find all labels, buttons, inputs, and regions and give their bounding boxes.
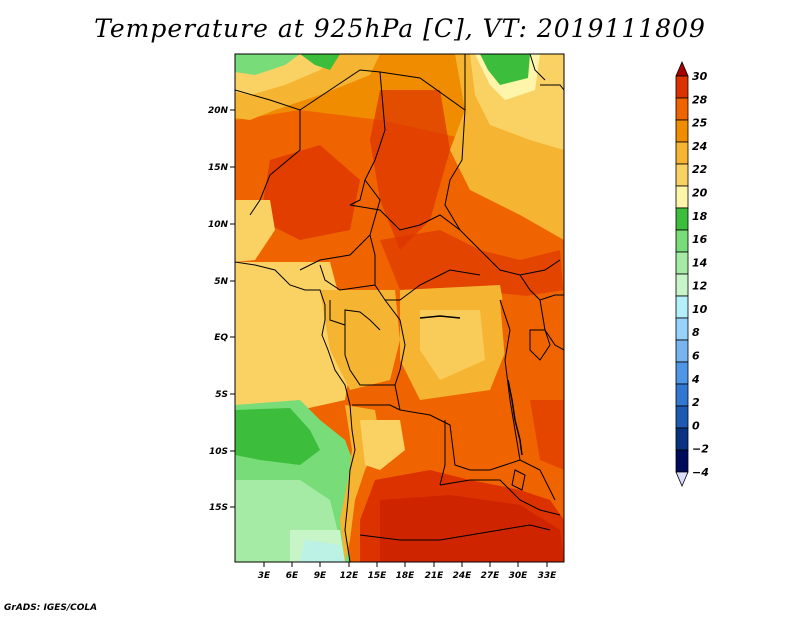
colorbar-label: 10 bbox=[692, 303, 708, 316]
lon-label-24e: 24E bbox=[453, 571, 473, 581]
lon-label-21e: 21E bbox=[425, 571, 445, 581]
colorbar-label: 20 bbox=[692, 186, 708, 199]
lat-label-15s: 15S bbox=[209, 503, 228, 513]
lon-label-15e: 15E bbox=[368, 571, 388, 581]
map-frame bbox=[234, 53, 565, 563]
colorbar-segment bbox=[675, 97, 689, 121]
lon-label-12e: 12E bbox=[340, 571, 360, 581]
credit-label: GrADS: IGES/COLA bbox=[4, 603, 98, 613]
colorbar-segment bbox=[675, 449, 689, 473]
colorbar-segment bbox=[675, 427, 689, 451]
colorbar-segment bbox=[675, 207, 689, 231]
colorbar-label: −2 bbox=[692, 443, 709, 456]
lon-label-6e: 6E bbox=[286, 571, 299, 581]
lat-label-20n: 20N bbox=[208, 106, 229, 116]
lat-label-15n: 15N bbox=[208, 163, 229, 173]
colorbar-segment bbox=[675, 317, 689, 341]
colorbar-segment bbox=[675, 273, 689, 297]
lat-label-5n: 5N bbox=[214, 277, 228, 287]
colorbar-segment bbox=[675, 163, 689, 187]
lat-label-10s: 10S bbox=[209, 447, 228, 457]
colorbar-label: 14 bbox=[692, 256, 707, 269]
colorbar-segment bbox=[675, 251, 689, 275]
colorbar-label: 0 bbox=[692, 419, 700, 432]
colorbar-bottom-arrow bbox=[675, 471, 689, 488]
colorbar-label: 25 bbox=[692, 117, 708, 130]
colorbar-segment bbox=[675, 141, 689, 165]
colorbar-top-arrow bbox=[675, 60, 689, 77]
country-borders bbox=[235, 54, 564, 562]
lon-label-33e: 33E bbox=[538, 571, 558, 581]
colorbar-label: 4 bbox=[691, 373, 700, 386]
colorbar-label: 22 bbox=[692, 163, 708, 176]
lon-label-27e: 27E bbox=[481, 571, 501, 581]
colorbar-label: 8 bbox=[692, 326, 700, 339]
lon-label-30e: 30E bbox=[509, 571, 529, 581]
colorbar-segment bbox=[675, 339, 689, 363]
colorbar-label: 2 bbox=[692, 396, 700, 409]
lon-label-9e: 9E bbox=[314, 571, 327, 581]
colorbar-segment bbox=[675, 229, 689, 253]
colorbar-label: 18 bbox=[692, 210, 708, 223]
colorbar-label: −4 bbox=[692, 466, 709, 479]
colorbar-label: 24 bbox=[692, 140, 707, 153]
colorbar-segment bbox=[675, 361, 689, 385]
lat-label-5s: 5S bbox=[215, 390, 228, 400]
colorbar-label: 6 bbox=[692, 350, 700, 363]
colorbar-segment bbox=[675, 185, 689, 209]
lon-axis: 3E 6E 9E 12E 15E 18E 21E 24E 27E 30E 33E bbox=[258, 562, 557, 581]
colorbar-segment bbox=[675, 405, 689, 429]
lon-label-18e: 18E bbox=[396, 571, 416, 581]
lat-axis: 20N 15N 10N 5N EQ 5S 10S 15S bbox=[208, 106, 235, 513]
colorbar-segment bbox=[675, 295, 689, 319]
colorbar-label: 12 bbox=[692, 280, 708, 293]
lat-label-10n: 10N bbox=[208, 220, 229, 230]
lon-label-3e: 3E bbox=[258, 571, 271, 581]
colorbar-label: 28 bbox=[692, 93, 708, 106]
map-title: Temperature at 925hPa [C], VT: 201911180… bbox=[94, 14, 706, 43]
lat-label-eq: EQ bbox=[214, 333, 228, 343]
colorbar-label: 16 bbox=[692, 233, 708, 246]
colorbar-segment bbox=[675, 383, 689, 407]
colorbar-label: 30 bbox=[692, 70, 708, 83]
colorbar-segment bbox=[675, 75, 689, 99]
colorbar-segment bbox=[675, 119, 689, 143]
